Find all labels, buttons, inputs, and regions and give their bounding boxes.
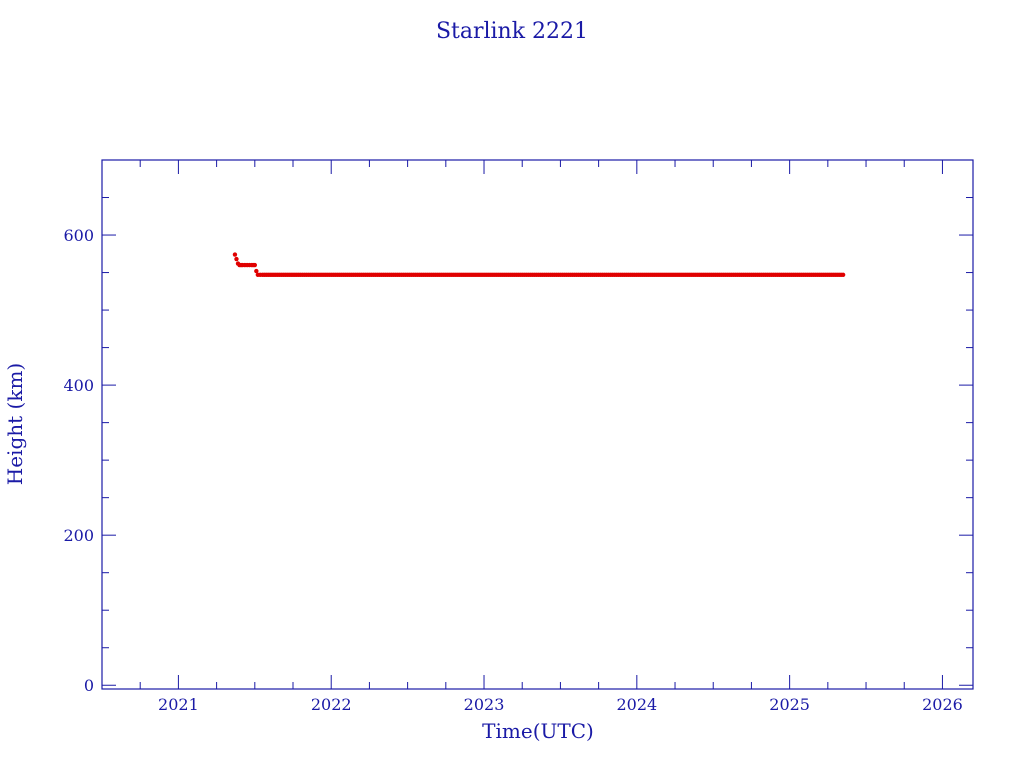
chart-title: Starlink 2221: [436, 19, 588, 44]
x-tick-label: 2024: [616, 695, 657, 714]
plot-frame: [101, 159, 974, 690]
x-tick-label: 2022: [311, 695, 352, 714]
x-axis-label: Time(UTC): [482, 719, 594, 743]
y-tick-label: 200: [63, 526, 94, 545]
y-tick-label: 400: [63, 376, 94, 395]
data-point: [254, 268, 259, 274]
data-point: [232, 252, 238, 257]
axis-tick-labels: 2021 2022 2023 2024 2025 2026 0 200 400 600: [63, 226, 962, 714]
y-axis-label: Height (km): [3, 363, 27, 485]
data-points: [232, 252, 846, 278]
x-tick-label: 2023: [464, 695, 505, 714]
data-point: [252, 262, 258, 268]
axis-ticks: [101, 159, 973, 689]
data-point: [234, 256, 239, 262]
x-tick-label: 2026: [922, 695, 963, 714]
y-tick-label: 0: [84, 676, 94, 695]
x-tick-label: 2025: [769, 695, 810, 714]
data-point: [840, 272, 846, 278]
x-tick-label: 2021: [158, 695, 199, 714]
y-tick-label: 600: [63, 226, 94, 245]
